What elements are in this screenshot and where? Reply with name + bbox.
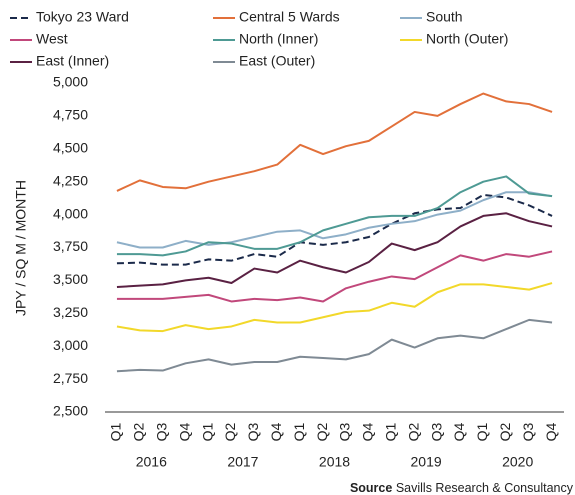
x-tick-label: Q1 — [382, 422, 398, 441]
series-line — [116, 175, 553, 257]
legend-label: North (Outer) — [426, 31, 508, 47]
series-line — [116, 191, 553, 249]
series-line — [116, 318, 553, 373]
series-line — [116, 212, 553, 288]
y-tick-label: 3,750 — [53, 238, 88, 254]
legend-label: East (Inner) — [36, 53, 109, 69]
x-tick-label: Q1 — [108, 422, 124, 441]
series-line — [116, 92, 553, 192]
year-label: 2016 — [136, 454, 167, 470]
x-tick-label: Q1 — [199, 422, 215, 441]
source-label: Source — [350, 481, 392, 495]
legend-label: East (Outer) — [239, 53, 315, 69]
year-label: 2019 — [411, 454, 442, 470]
x-tick-label: Q2 — [314, 422, 330, 441]
x-tick-label: Q2 — [222, 422, 238, 441]
y-axis-title: JPY / SQ M / MONTH — [13, 180, 29, 316]
source: Source Savills Research & Consultancy — [350, 481, 574, 495]
source-text: Savills Research & Consultancy — [396, 481, 574, 495]
x-tick-label: Q2 — [131, 422, 147, 441]
x-tick-label: Q4 — [543, 422, 559, 441]
x-tick-label: Q4 — [268, 422, 284, 441]
year-label: 2020 — [502, 454, 533, 470]
series-line — [116, 250, 553, 303]
x-tick-label: Q1 — [291, 422, 307, 441]
legend-label: Central 5 Wards — [239, 9, 340, 25]
x-tick-label: Q3 — [520, 422, 536, 441]
x-tick-label: Q4 — [360, 422, 376, 441]
legend-label: Tokyo 23 Ward — [36, 9, 129, 25]
x-tick-label: Q4 — [451, 422, 467, 441]
legend-label: South — [426, 9, 463, 25]
legend-label: West — [36, 31, 68, 47]
x-tick-label: Q4 — [176, 422, 192, 441]
year-label: 2018 — [319, 454, 350, 470]
y-tick-label: 4,000 — [53, 205, 88, 221]
year-label: 2017 — [227, 454, 258, 470]
x-tick-label: Q2 — [497, 422, 513, 441]
y-tick-label: 4,750 — [53, 107, 88, 123]
y-tick-label: 4,500 — [53, 140, 88, 156]
y-tick-label: 4,250 — [53, 172, 88, 188]
x-tick-label: Q3 — [245, 422, 261, 441]
series-line — [116, 193, 553, 266]
y-tick-label: 5,000 — [53, 74, 88, 90]
x-tick-label: Q3 — [428, 422, 444, 441]
x-tick-label: Q3 — [337, 422, 353, 441]
x-tick-label: Q1 — [474, 422, 490, 441]
y-tick-label: 3,000 — [53, 337, 88, 353]
x-tick-label: Q2 — [405, 422, 421, 441]
y-tick-label: 2,500 — [53, 403, 88, 419]
series-line — [116, 282, 553, 333]
legend-label: North (Inner) — [239, 31, 318, 47]
y-tick-label: 3,250 — [53, 304, 88, 320]
x-tick-label: Q3 — [153, 422, 169, 441]
y-tick-label: 2,750 — [53, 370, 88, 386]
y-tick-label: 3,500 — [53, 271, 88, 287]
